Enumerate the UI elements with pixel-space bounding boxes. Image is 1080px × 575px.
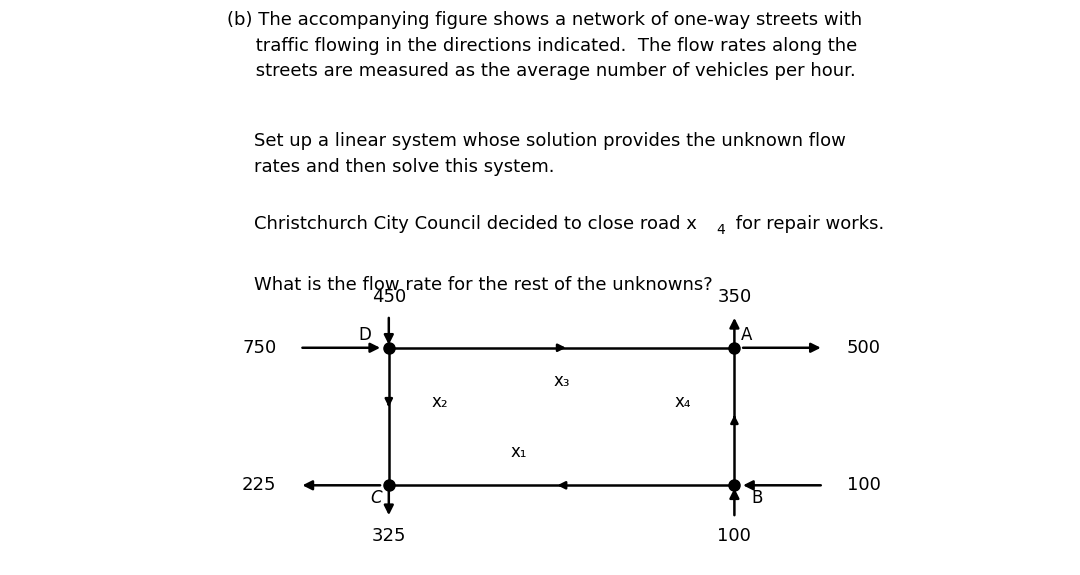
Text: 100: 100 [717, 527, 752, 545]
Text: C: C [370, 489, 382, 507]
Text: Set up a linear system whose solution provides the unknown flow
rates and then s: Set up a linear system whose solution pr… [254, 132, 846, 176]
Text: x₁: x₁ [510, 443, 527, 461]
Text: 750: 750 [242, 339, 276, 356]
Text: What is the flow rate for the rest of the unknowns?: What is the flow rate for the rest of th… [254, 276, 713, 294]
Text: Christchurch City Council decided to close road x: Christchurch City Council decided to clo… [254, 215, 697, 233]
Text: x₂: x₂ [432, 393, 448, 411]
Text: A: A [741, 326, 753, 344]
Text: D: D [359, 326, 372, 344]
Text: 500: 500 [847, 339, 880, 356]
Text: (b) The accompanying figure shows a network of one-way streets with
     traffic: (b) The accompanying figure shows a netw… [227, 11, 862, 80]
Text: 4: 4 [717, 223, 726, 237]
Text: 450: 450 [372, 288, 406, 306]
Text: 225: 225 [242, 476, 276, 494]
Text: 325: 325 [372, 527, 406, 545]
Text: 100: 100 [847, 476, 880, 494]
Text: x₃: x₃ [553, 371, 570, 390]
Text: B: B [752, 489, 764, 507]
Text: x₄: x₄ [675, 393, 691, 411]
Text: for repair works.: for repair works. [730, 215, 885, 233]
Text: 350: 350 [717, 288, 752, 306]
